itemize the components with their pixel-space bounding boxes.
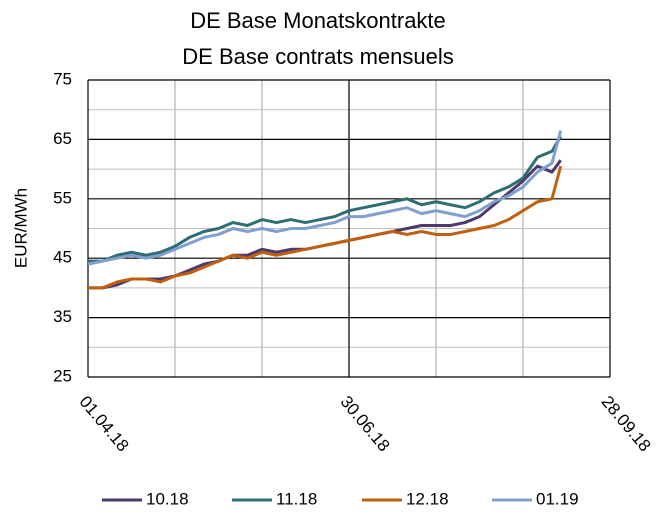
legend-label: 12.18: [406, 489, 449, 508]
series-line: [87, 130, 563, 266]
legend-label: 01.19: [536, 489, 579, 508]
x-tick-label: 30.06.18: [337, 392, 394, 455]
y-tick-label: 55: [53, 188, 72, 207]
series-line: [88, 165, 563, 290]
y-tick-label: 25: [53, 366, 72, 385]
x-tick-label: 28.09.18: [598, 392, 655, 455]
chart-subtitle: DE Base contrats mensuels: [182, 44, 453, 69]
legend-label: 10.18: [146, 489, 189, 508]
chart-title: DE Base Monatskontrakte: [190, 8, 446, 33]
x-tick-label: 01.04.18: [76, 392, 133, 455]
y-tick-label: 45: [53, 248, 72, 267]
y-tick-label: 35: [53, 307, 72, 326]
legend-label: 11.18: [276, 489, 317, 508]
series-line: [88, 135, 562, 263]
y-tick-label: 65: [53, 129, 72, 148]
y-tick-label: 75: [53, 69, 72, 88]
y-axis-label: EUR/MWh: [11, 188, 30, 268]
